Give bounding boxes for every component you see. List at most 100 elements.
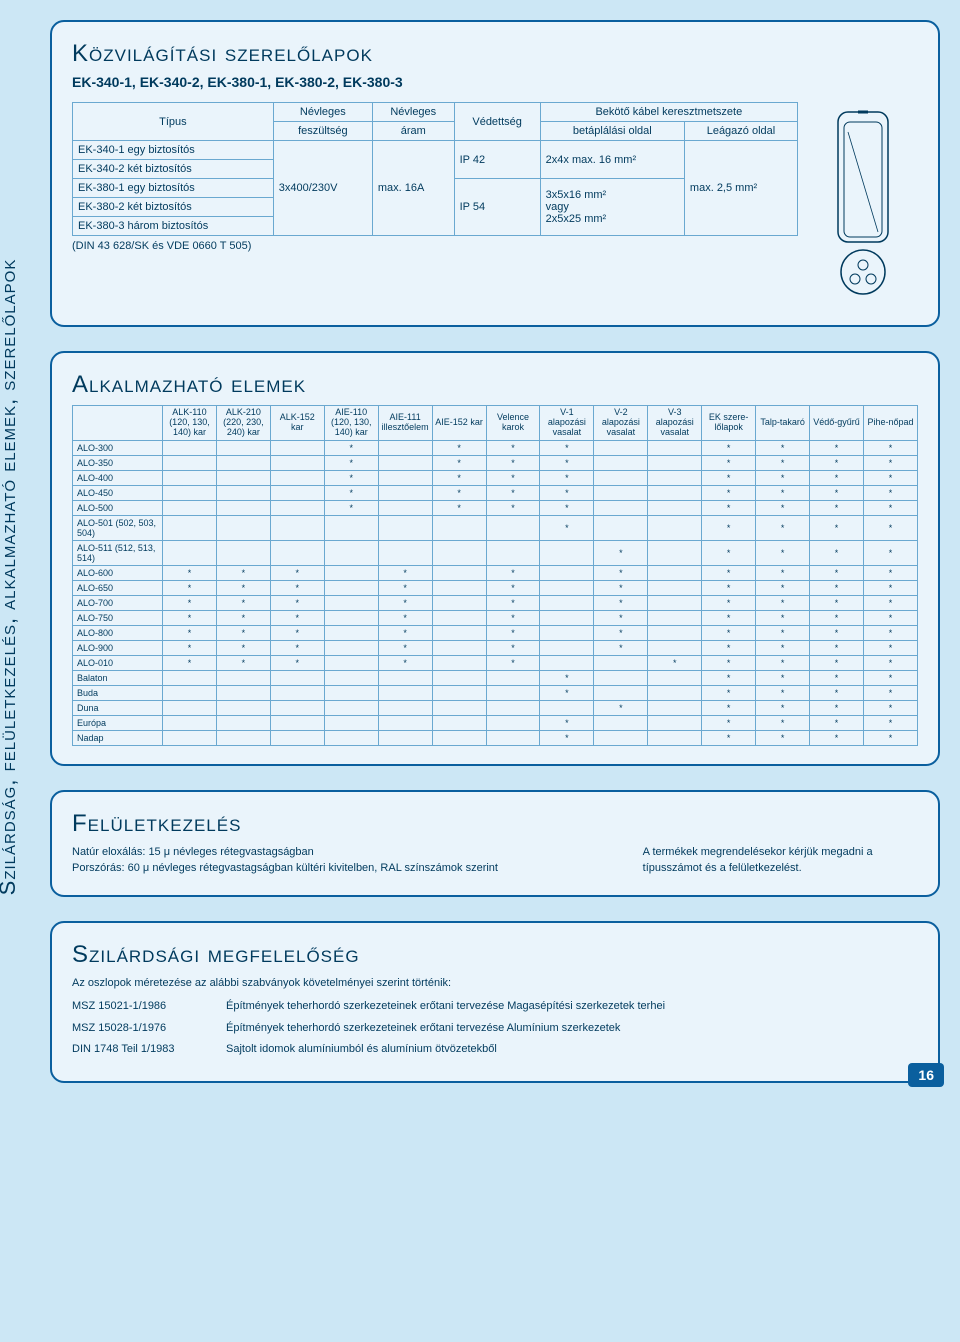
t2-cell bbox=[270, 700, 324, 715]
t2-cell: * bbox=[486, 440, 540, 455]
t2-cell: * bbox=[702, 595, 756, 610]
t2-cell: * bbox=[810, 640, 864, 655]
panel-feluletkezeles: Felületkezelés Natúr eloxálás: 15 μ névl… bbox=[50, 790, 940, 897]
t2-cell bbox=[216, 470, 270, 485]
t2-cell bbox=[540, 540, 594, 565]
t2-cell: * bbox=[863, 540, 917, 565]
t2-col-head: V-3 alapozási vasalat bbox=[648, 406, 702, 441]
t2-cell: * bbox=[863, 440, 917, 455]
t2-cell bbox=[486, 670, 540, 685]
panel1-subtitle: EK-340-1, EK-340-2, EK-380-1, EK-380-2, … bbox=[72, 74, 918, 90]
t2-cell: * bbox=[378, 595, 432, 610]
t2-cell: * bbox=[863, 655, 917, 670]
t2-cell: * bbox=[810, 515, 864, 540]
t2-cell bbox=[324, 625, 378, 640]
th-nevl-fesz-a: Névleges bbox=[273, 103, 372, 122]
t2-cell: * bbox=[863, 700, 917, 715]
t2-cell: * bbox=[432, 455, 486, 470]
t2-cell: * bbox=[810, 485, 864, 500]
t2-cell bbox=[270, 670, 324, 685]
t2-cell bbox=[648, 485, 702, 500]
t2-cell: * bbox=[216, 565, 270, 580]
t2-cell bbox=[648, 670, 702, 685]
standard-key: DIN 1748 Teil 1/1983 bbox=[72, 1041, 212, 1059]
t2-cell bbox=[378, 485, 432, 500]
t2-cell bbox=[163, 455, 217, 470]
t2-cell: * bbox=[486, 500, 540, 515]
t2-col-head: Talp-takaró bbox=[756, 406, 810, 441]
t2-cell bbox=[163, 670, 217, 685]
t2-cell: * bbox=[756, 655, 810, 670]
t2-cell bbox=[594, 500, 648, 515]
t2-cell: * bbox=[486, 655, 540, 670]
t2-cell bbox=[594, 440, 648, 455]
t2-cell: * bbox=[863, 715, 917, 730]
t2-cell bbox=[648, 610, 702, 625]
t2-cell: * bbox=[324, 455, 378, 470]
t2-cell bbox=[163, 485, 217, 500]
t2-cell: * bbox=[863, 485, 917, 500]
surface-treatment-right: A termékek megrendelésekor kérjük megadn… bbox=[643, 844, 918, 877]
t2-cell bbox=[432, 700, 486, 715]
t2-cell: * bbox=[702, 580, 756, 595]
standard-key: MSZ 15021-1/1986 bbox=[72, 998, 212, 1016]
t2-cell: * bbox=[540, 515, 594, 540]
t2-cell: * bbox=[216, 625, 270, 640]
t2-cell: * bbox=[810, 670, 864, 685]
t2-cell: * bbox=[756, 640, 810, 655]
panel1-footnote: (DIN 43 628/SK és VDE 0660 T 505) bbox=[72, 240, 798, 252]
t2-cell: * bbox=[324, 440, 378, 455]
t2-cell: * bbox=[810, 440, 864, 455]
t2-cell bbox=[648, 455, 702, 470]
t2-row-label: Európa bbox=[73, 715, 163, 730]
t2-cell bbox=[540, 700, 594, 715]
t2-cell: * bbox=[594, 640, 648, 655]
t2-cell bbox=[324, 670, 378, 685]
t2-cell: * bbox=[163, 580, 217, 595]
t2-cell: * bbox=[540, 470, 594, 485]
t2-cell: * bbox=[702, 470, 756, 485]
t2-cell bbox=[216, 685, 270, 700]
t2-row-label: ALO-800 bbox=[73, 625, 163, 640]
t2-cell: * bbox=[378, 565, 432, 580]
t2-row-label: Nadap bbox=[73, 730, 163, 745]
t2-cell bbox=[648, 470, 702, 485]
t2-cell bbox=[594, 470, 648, 485]
t2-row-label: ALO-450 bbox=[73, 485, 163, 500]
t2-cell: * bbox=[702, 455, 756, 470]
t2-cell: * bbox=[432, 440, 486, 455]
t2-cell bbox=[594, 515, 648, 540]
panel-szilardsagi: Szilárdsági megfelelőség Az oszlopok mér… bbox=[50, 921, 940, 1083]
t2-cell bbox=[432, 715, 486, 730]
standard-row: DIN 1748 Teil 1/1983Sajtolt idomok alumí… bbox=[72, 1041, 918, 1059]
t2-row-label: ALO-700 bbox=[73, 595, 163, 610]
t2-cell: * bbox=[486, 580, 540, 595]
t2-cell: * bbox=[163, 640, 217, 655]
t2-col-head: AIE-110 (120, 130, 140) kar bbox=[324, 406, 378, 441]
t2-cell bbox=[163, 515, 217, 540]
t2-cell bbox=[594, 715, 648, 730]
t2-cell bbox=[594, 455, 648, 470]
t2-col-head bbox=[73, 406, 163, 441]
t2-cell: * bbox=[486, 470, 540, 485]
t2-cell bbox=[540, 655, 594, 670]
t2-cell: * bbox=[378, 610, 432, 625]
t2-cell bbox=[648, 440, 702, 455]
t2-cell bbox=[270, 440, 324, 455]
t2-col-head: ALK-110 (120, 130, 140) kar bbox=[163, 406, 217, 441]
t2-cell bbox=[216, 670, 270, 685]
t2-cell: * bbox=[756, 455, 810, 470]
t2-cell: * bbox=[756, 515, 810, 540]
t2-cell: * bbox=[378, 625, 432, 640]
t2-row-label: ALO-400 bbox=[73, 470, 163, 485]
t2-cell: * bbox=[540, 670, 594, 685]
t2-cell bbox=[270, 730, 324, 745]
t2-cell bbox=[324, 655, 378, 670]
t2-cell bbox=[324, 730, 378, 745]
t2-cell: * bbox=[163, 610, 217, 625]
t2-cell: * bbox=[702, 640, 756, 655]
t2-cell bbox=[486, 515, 540, 540]
t2-cell bbox=[216, 455, 270, 470]
t2-cell bbox=[163, 440, 217, 455]
standard-row: MSZ 15021-1/1986Építmények teherhordó sz… bbox=[72, 998, 918, 1016]
